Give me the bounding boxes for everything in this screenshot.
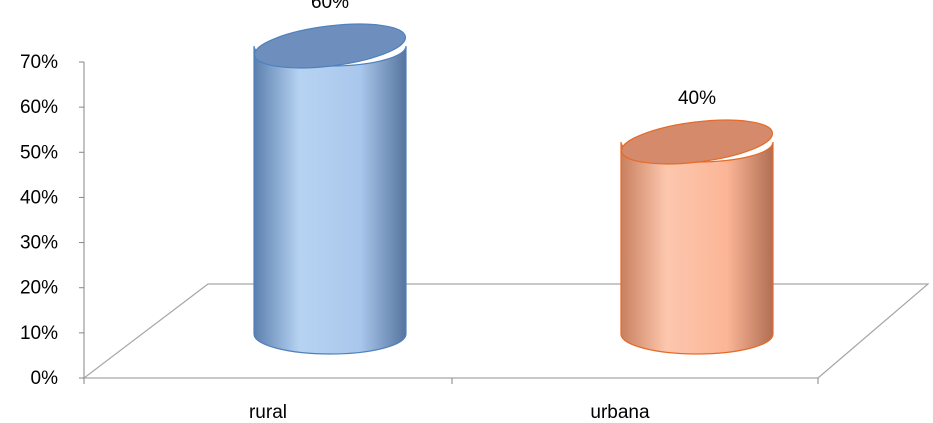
bar-rural — [253, 23, 407, 355]
y-tick-label: 0% — [31, 368, 59, 389]
y-tick-label: 50% — [20, 142, 58, 163]
bar-body — [620, 141, 774, 355]
category-labels: rural urbana — [249, 402, 650, 423]
bars-group — [253, 23, 774, 355]
y-tick-label: 30% — [20, 233, 58, 254]
y-axis-ticks: 0% 10% 20% 30% 40% 50% 60% 70% — [20, 52, 84, 389]
y-tick-label: 40% — [20, 187, 58, 208]
y-tick-label: 60% — [20, 97, 58, 118]
y-tick-label: 20% — [20, 278, 58, 299]
category-label: urbana — [590, 402, 650, 423]
category-label: rural — [249, 402, 287, 423]
y-tick-label: 10% — [20, 323, 58, 344]
data-label: 60% — [311, 0, 349, 13]
bar-top-cap — [253, 23, 407, 69]
bar-body — [253, 45, 407, 355]
y-tick-label: 70% — [20, 52, 58, 73]
bar-top-cap — [620, 119, 774, 165]
floor-plane — [82, 283, 930, 379]
bar-urbana — [620, 119, 774, 355]
data-labels: 60% 40% — [311, 0, 716, 109]
data-label: 40% — [678, 88, 716, 109]
